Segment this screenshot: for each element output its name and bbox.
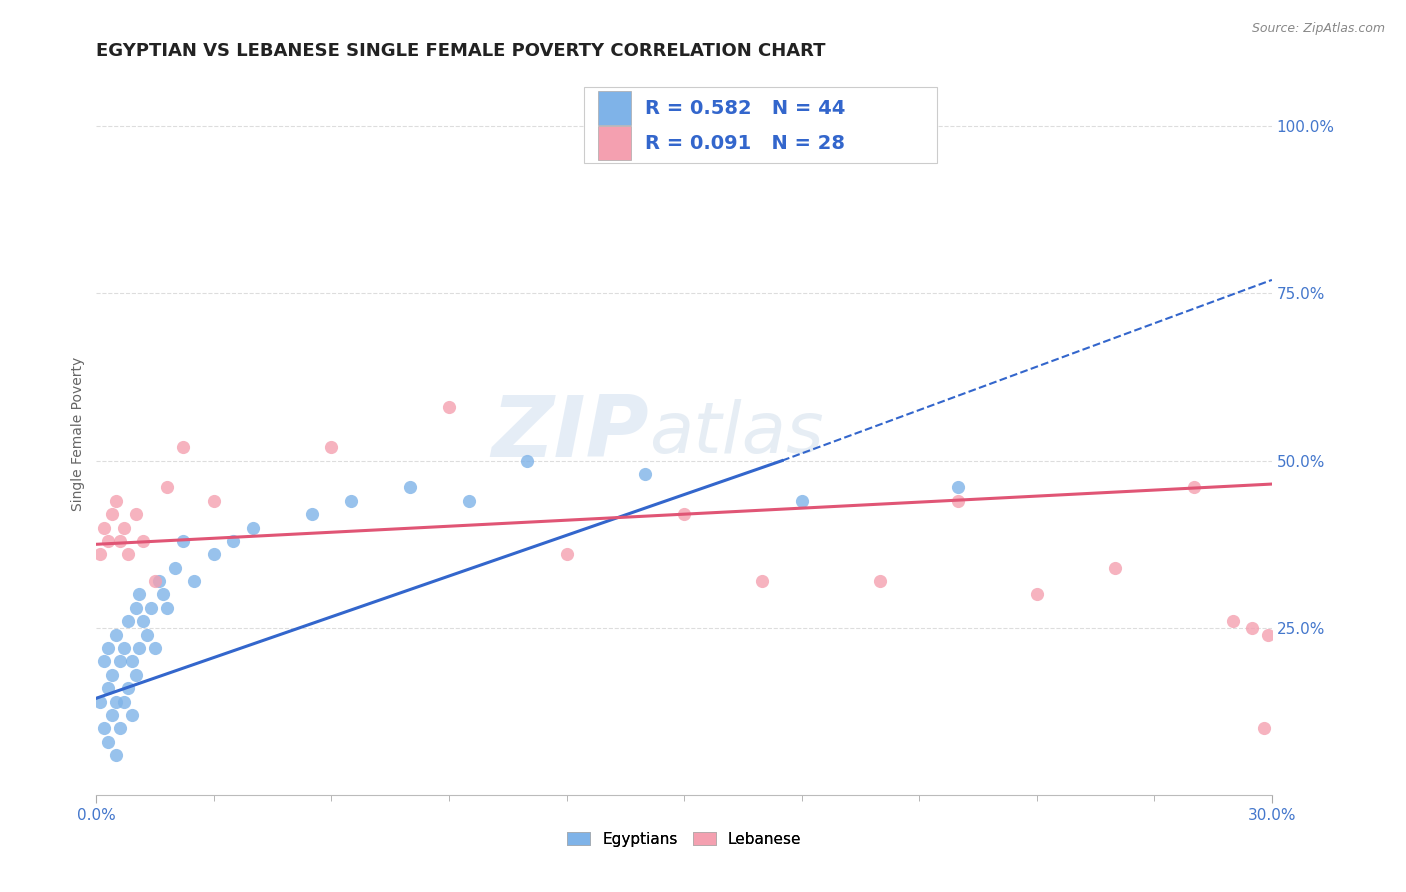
Point [143, 640, 166, 655]
FancyBboxPatch shape [599, 126, 631, 161]
Point [1253, 722, 1275, 736]
Point [152, 587, 174, 601]
FancyBboxPatch shape [599, 91, 631, 126]
Point [555, 547, 578, 561]
Point [869, 574, 891, 588]
Point [128, 587, 150, 601]
Point [121, 708, 143, 723]
Point [89, 547, 111, 561]
Point [112, 640, 135, 655]
Point [437, 400, 460, 414]
FancyBboxPatch shape [585, 87, 936, 162]
Point [108, 722, 131, 736]
Point [340, 493, 363, 508]
Text: Source: ZipAtlas.com: Source: ZipAtlas.com [1251, 22, 1385, 36]
Point [108, 655, 131, 669]
Point [112, 520, 135, 534]
Point [128, 640, 150, 655]
Point [183, 574, 205, 588]
Text: R = 0.582   N = 44: R = 0.582 N = 44 [645, 99, 845, 118]
Point [398, 480, 420, 494]
Point [634, 467, 657, 481]
Point [242, 520, 264, 534]
Point [93, 655, 115, 669]
Point [301, 507, 323, 521]
Point [97, 640, 120, 655]
Point [1257, 627, 1279, 641]
Point [124, 507, 146, 521]
Point [124, 668, 146, 682]
Point [321, 440, 343, 454]
Y-axis label: Single Female Poverty: Single Female Poverty [72, 357, 86, 511]
Point [101, 668, 124, 682]
Point [101, 708, 124, 723]
Point [948, 480, 970, 494]
Point [101, 507, 124, 521]
Point [516, 453, 538, 467]
Point [222, 533, 245, 548]
Point [156, 600, 179, 615]
Point [790, 493, 813, 508]
Point [1025, 587, 1047, 601]
Text: ZIP: ZIP [491, 392, 648, 475]
Point [1182, 480, 1205, 494]
Point [104, 627, 127, 641]
Point [1241, 621, 1264, 635]
Point [948, 493, 970, 508]
Point [457, 493, 479, 508]
Point [104, 695, 127, 709]
Point [97, 735, 120, 749]
Point [751, 574, 773, 588]
Point [104, 493, 127, 508]
Point [93, 722, 115, 736]
Point [104, 748, 127, 763]
Point [124, 600, 146, 615]
Point [202, 493, 225, 508]
Point [97, 533, 120, 548]
Text: R = 0.091   N = 28: R = 0.091 N = 28 [645, 134, 845, 153]
Point [143, 574, 166, 588]
Point [1104, 560, 1126, 574]
Point [112, 695, 135, 709]
Point [117, 614, 139, 628]
Point [121, 655, 143, 669]
Point [172, 440, 194, 454]
Point [97, 681, 120, 696]
Point [132, 614, 155, 628]
Point [156, 480, 179, 494]
Point [89, 695, 111, 709]
Point [148, 574, 170, 588]
Text: atlas: atlas [648, 400, 824, 468]
Point [93, 520, 115, 534]
Point [163, 560, 186, 574]
Point [141, 600, 163, 615]
Point [136, 627, 159, 641]
Point [673, 507, 696, 521]
Point [117, 547, 139, 561]
Legend: Egyptians, Lebanese: Egyptians, Lebanese [561, 825, 807, 853]
Point [108, 533, 131, 548]
Point [1222, 614, 1244, 628]
Point [202, 547, 225, 561]
Point [132, 533, 155, 548]
Point [172, 533, 194, 548]
Text: EGYPTIAN VS LEBANESE SINGLE FEMALE POVERTY CORRELATION CHART: EGYPTIAN VS LEBANESE SINGLE FEMALE POVER… [97, 42, 825, 60]
Point [117, 681, 139, 696]
